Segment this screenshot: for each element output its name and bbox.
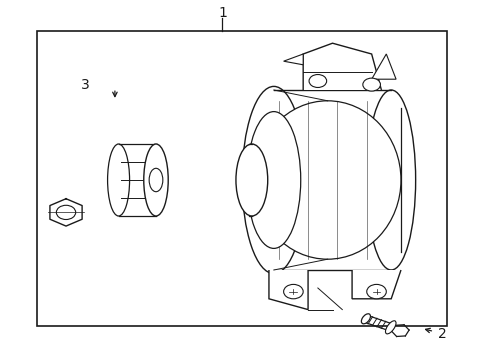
- Polygon shape: [371, 54, 395, 79]
- Ellipse shape: [385, 321, 395, 334]
- Circle shape: [56, 205, 76, 220]
- Text: 1: 1: [218, 6, 226, 19]
- Ellipse shape: [366, 90, 415, 270]
- Polygon shape: [268, 270, 307, 310]
- Circle shape: [283, 284, 303, 299]
- Circle shape: [366, 284, 386, 299]
- Polygon shape: [303, 43, 381, 90]
- Ellipse shape: [242, 86, 305, 274]
- Ellipse shape: [149, 168, 163, 192]
- Ellipse shape: [254, 101, 400, 259]
- Text: 3: 3: [81, 78, 90, 91]
- Text: 2: 2: [437, 327, 446, 341]
- Ellipse shape: [246, 112, 300, 248]
- Ellipse shape: [361, 314, 370, 324]
- Ellipse shape: [143, 144, 168, 216]
- Circle shape: [308, 75, 326, 87]
- Circle shape: [362, 78, 380, 91]
- Ellipse shape: [107, 144, 129, 216]
- Bar: [37, 31, 447, 326]
- Ellipse shape: [236, 144, 267, 216]
- Polygon shape: [351, 270, 400, 299]
- Polygon shape: [283, 54, 303, 65]
